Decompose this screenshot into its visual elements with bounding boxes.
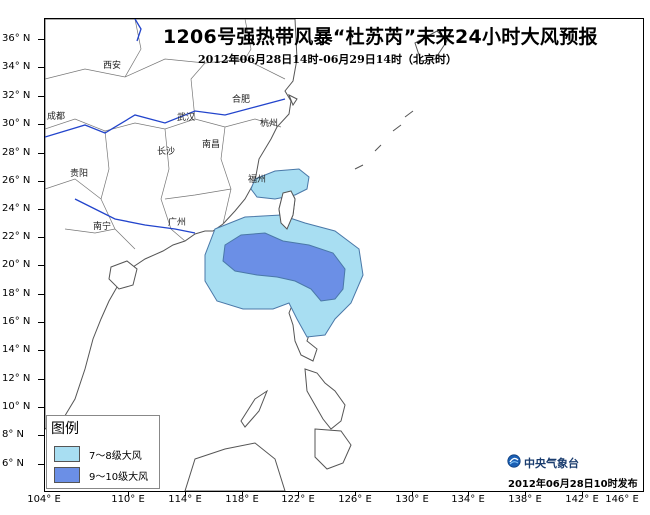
- kyushu-island: [414, 30, 448, 62]
- city-label-xian: 西安: [103, 61, 122, 71]
- lat-label: 36° N: [2, 33, 31, 44]
- legend-label-9-10: 9～10级大风: [89, 472, 149, 483]
- hainan-island: [108, 260, 138, 290]
- city-label-chengdu: 成都: [47, 112, 66, 122]
- lat-label: 24° N: [2, 203, 31, 214]
- map-canvas: [45, 19, 448, 491]
- legend-title: 图例: [51, 421, 79, 437]
- city-label-hefei: 合肥: [232, 95, 251, 105]
- lat-label: 12° N: [2, 373, 31, 384]
- lon-label: 146° E: [605, 494, 639, 505]
- legend-swatch-9-10: [54, 467, 80, 483]
- map-subtitle: 2012年06月28日14时-06月29日14时（北京时）: [198, 53, 458, 66]
- city-label-hangzhou: 杭州: [260, 119, 279, 129]
- wind-area-9-10: [222, 232, 346, 302]
- lat-label: 22° N: [2, 231, 31, 242]
- map-title: 1206号强热带风暴“杜苏芮”未来24小时大风预报: [163, 26, 598, 48]
- city-label-changsha: 长沙: [157, 147, 176, 157]
- cma-logo-icon: [507, 454, 521, 468]
- rivers: [45, 19, 286, 234]
- lat-label: 16° N: [2, 316, 31, 327]
- mainland-land: [45, 19, 298, 430]
- city-label-nanning: 南宁: [93, 222, 112, 232]
- city-label-nanchang: 南昌: [202, 140, 221, 150]
- lon-label: 110° E: [111, 494, 145, 505]
- city-label-guangzhou: 广州: [168, 218, 187, 228]
- city-label-wuhan: 武汉: [177, 113, 196, 123]
- map-frame: [44, 18, 644, 492]
- mindanao-island: [314, 428, 352, 470]
- wind-area-7-8-north: [250, 168, 310, 200]
- city-label-guiyang: 贵阳: [70, 169, 89, 179]
- lon-label: 114° E: [168, 494, 202, 505]
- province-borders: [45, 19, 286, 250]
- ryukyu-islands: [354, 110, 414, 170]
- lat-label: 34° N: [2, 61, 31, 72]
- lat-label: 32° N: [2, 90, 31, 101]
- issue-time: 2012年06月28日10时发布: [508, 479, 638, 490]
- lon-label: 130° E: [395, 494, 429, 505]
- city-label-fuzhou: 福州: [248, 175, 267, 185]
- map-legend: 图例 7～8级大风 9～10级大风: [46, 415, 160, 489]
- palawan-island: [240, 389, 269, 428]
- legend-swatch-7-8: [54, 446, 80, 462]
- lon-label: 142° E: [565, 494, 599, 505]
- lon-label: 104° E: [27, 494, 61, 505]
- lat-label: 8° N: [2, 429, 25, 440]
- lat-label: 30° N: [2, 118, 31, 129]
- lon-label: 138° E: [508, 494, 542, 505]
- publisher-name: 中央气象台: [524, 457, 579, 470]
- lat-label: 20° N: [2, 259, 31, 270]
- lat-label: 10° N: [2, 401, 31, 412]
- lat-label: 18° N: [2, 288, 31, 299]
- lon-label: 134° E: [451, 494, 485, 505]
- borneo-island: [184, 442, 286, 491]
- lon-label: 118° E: [225, 494, 259, 505]
- lat-label: 6° N: [2, 458, 25, 469]
- shanghai-coast-island: [288, 93, 298, 107]
- lat-label: 28° N: [2, 147, 31, 158]
- lon-label: 122° E: [281, 494, 315, 505]
- lat-label: 26° N: [2, 175, 31, 186]
- lon-label: 126° E: [338, 494, 372, 505]
- legend-label-7-8: 7～8级大风: [89, 451, 142, 462]
- lat-label: 14° N: [2, 344, 31, 355]
- philippine-islands: [304, 368, 346, 430]
